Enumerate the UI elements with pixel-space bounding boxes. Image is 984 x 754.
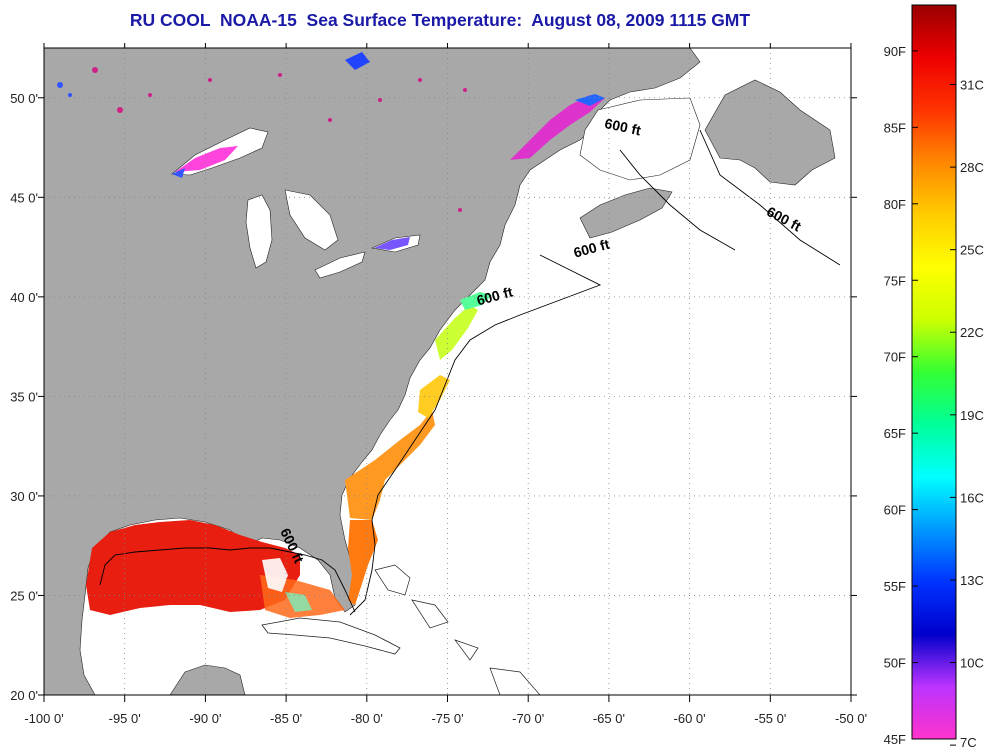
sst-florida-east	[348, 520, 378, 605]
land-cuba	[261, 617, 401, 655]
lat-tick-label: 30 0'	[10, 489, 38, 504]
lon-tick-label: -85 0'	[270, 711, 302, 726]
sst-hudson-blue	[345, 52, 370, 70]
lat-tick-label: 35 0'	[10, 389, 38, 404]
map-title: RU COOL NOAA-15 Sea Surface Temperature:…	[129, 10, 751, 30]
lon-tick-label: -50 0'	[835, 711, 867, 726]
sst-gulf-cloud-gap	[262, 558, 288, 592]
land-north-america	[44, 48, 701, 695]
lat-tick-label: 20 0'	[10, 688, 38, 703]
sst-gulf-of-mexico	[86, 520, 300, 615]
isobath-label: 600 ft	[603, 115, 642, 138]
lon-tick-label: -75 0'	[431, 711, 463, 726]
lake-huron	[284, 189, 339, 251]
land-newfoundland	[704, 79, 836, 186]
lon-tick-label: -80 0'	[351, 711, 383, 726]
longitude-axis: -100 0' -95 0' -90 0' -85 0' -80 0' -75 0' -70…	[24, 43, 867, 726]
lake-erie	[314, 251, 366, 279]
gulf-st-lawrence	[579, 97, 701, 181]
lon-tick-label: -90 0'	[189, 711, 221, 726]
sst-east-coast	[345, 410, 435, 520]
lake-michigan	[245, 194, 273, 269]
sst-st-lawrence-blue	[575, 94, 605, 106]
lon-tick-label: -65 0'	[593, 711, 625, 726]
lat-tick-label: 40 0'	[10, 290, 38, 305]
sst-scatter-specks	[57, 67, 467, 212]
lon-tick-label: -100 0'	[24, 711, 63, 726]
latitude-axis: 20 0' 25 0' 30 0' 35 0' 40 0' 45 0' 50 0'	[10, 91, 857, 703]
sst-gulf-cyan-patch	[285, 592, 312, 612]
land-bahamas	[374, 564, 541, 695]
isobath-600ft	[99, 129, 841, 616]
lon-tick-label: -60 0'	[674, 711, 706, 726]
lon-tick-label: -95 0'	[109, 711, 141, 726]
lat-tick-label: 50 0'	[10, 91, 38, 106]
lon-tick-label: -70 0'	[512, 711, 544, 726]
lat-tick-label: 25 0'	[10, 588, 38, 603]
land-nova-scotia	[579, 187, 673, 239]
lon-tick-label: -55 0'	[754, 711, 786, 726]
sst-st-lawrence	[510, 95, 605, 160]
sst-mid-atlantic	[435, 305, 478, 360]
lat-tick-label: 45 0'	[10, 190, 38, 205]
sst-lake-ontario	[374, 237, 410, 250]
land-yucatan	[169, 664, 246, 695]
sst-lake-superior-blue	[172, 168, 185, 178]
sst-lake-superior	[175, 146, 238, 172]
